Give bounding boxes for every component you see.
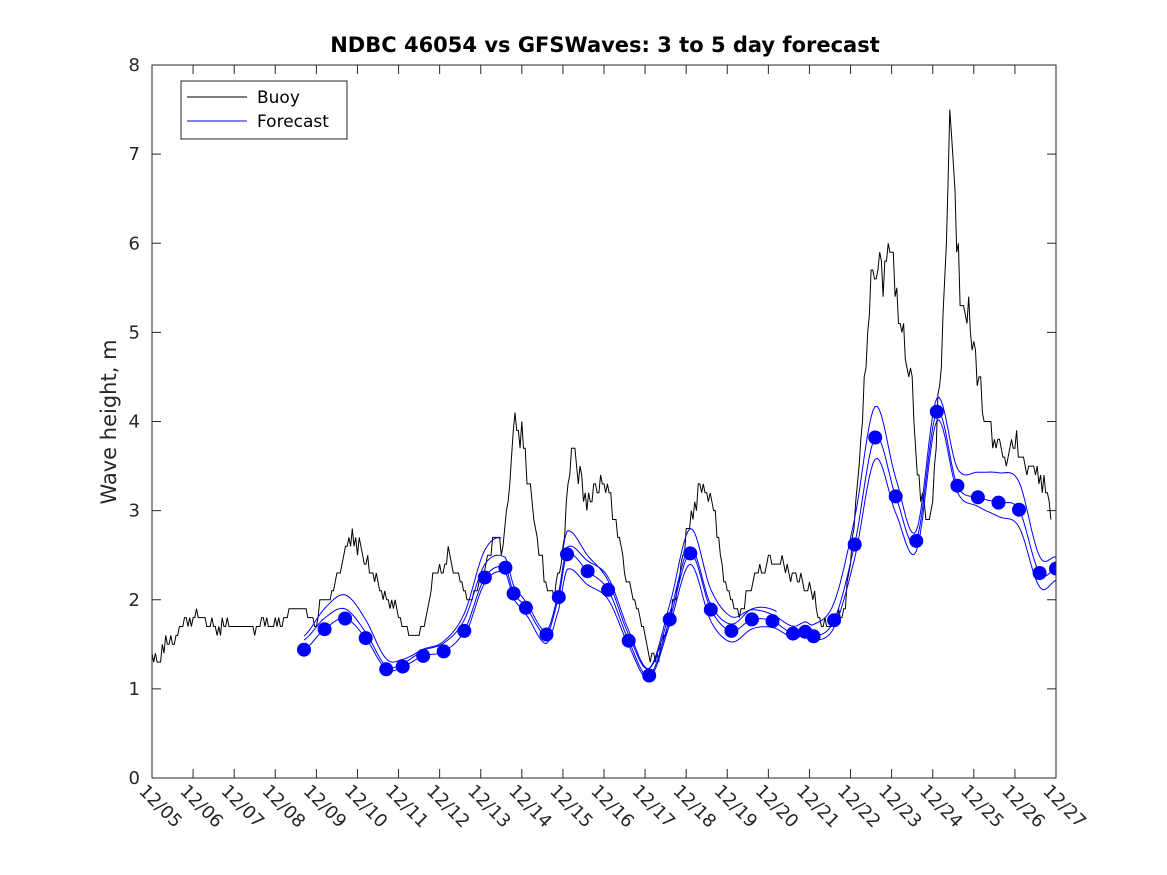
x-tick-label: 12/12 [422,781,474,833]
forecast-point [950,478,965,493]
x-tick-label: 12/23 [874,781,926,833]
y-tick-label: 7 [129,144,140,165]
forecast-point [847,537,862,552]
x-tick-label: 12/11 [381,781,433,833]
forecast-point [580,564,595,579]
forecast-point [498,560,513,575]
forecast-point [724,623,739,638]
y-tick-label: 3 [129,501,140,522]
chart-title: NDBC 46054 vs GFSWaves: 3 to 5 day forec… [330,33,880,57]
x-tick-label: 12/06 [176,781,228,833]
forecast-point [662,612,677,627]
forecast-point [416,648,431,663]
legend-box [180,80,348,140]
x-tick-label: 12/27 [1038,781,1090,833]
forecast-point [338,611,353,626]
x-tick-label: 12/10 [340,781,392,833]
forecast-point [888,489,903,504]
x-tick-label: 12/13 [463,781,515,833]
x-tick-label: 12/18 [669,781,721,833]
forecast-point [765,614,780,629]
legend: Buoy Forecast [180,80,348,140]
forecast-point [317,622,332,637]
y-tick-label: 2 [129,590,140,611]
forecast-point [506,586,521,601]
x-tick-label: 12/08 [258,781,310,833]
forecast-point [970,490,985,505]
forecast-point [744,612,759,627]
x-tick-label: 12/16 [586,781,638,833]
forecast-point [379,662,394,677]
x-tick-label: 12/05 [134,781,186,833]
forecast-point [436,644,451,659]
plot-area [152,65,1056,778]
y-tick-label: 6 [129,233,140,254]
x-tick-label: 12/14 [504,781,556,833]
x-tick-label: 12/07 [217,781,269,833]
forecast-point [601,582,616,597]
y-tick-label: 0 [129,768,140,789]
x-tick-label: 12/25 [956,781,1008,833]
forecast-point [297,642,311,657]
forecast-point [806,629,821,644]
y-tick-label: 8 [129,55,140,76]
forecast-point [560,547,574,562]
x-tick-label: 12/24 [915,781,967,833]
forecast-point [395,659,410,674]
forecast-point [477,570,492,585]
x-tick-label: 12/20 [751,781,803,833]
x-tick-label: 12/22 [833,781,885,833]
y-tick-label: 4 [129,412,140,433]
forecast-point [991,495,1006,510]
forecast-point [1032,566,1047,580]
forecast-point [703,602,718,617]
forecast-point [1012,502,1026,517]
forecast-point [518,600,533,615]
forecast-point [621,633,636,648]
forecast-point [457,623,472,638]
y-axis-label: Wave height, m [97,339,121,504]
plot-frame [151,64,1057,779]
legend-label-forecast: Forecast [257,112,329,132]
forecast-point [358,631,373,646]
forecast-point [683,546,698,561]
plot-content [152,109,1056,683]
forecast-point [868,430,883,445]
legend-label-buoy: Buoy [257,88,300,108]
forecast-point [551,590,566,605]
y-tick-label: 1 [129,679,140,700]
forecast-point [539,627,554,642]
x-tick-label: 12/15 [545,781,597,833]
forecast-point [827,613,842,628]
x-tick-label: 12/17 [628,781,680,833]
forecast-point [1049,561,1056,576]
x-tick-label: 12/09 [299,781,351,833]
forecast-ensemble-line [303,537,502,663]
forecast-point [909,533,924,548]
x-tick-label: 12/26 [997,781,1049,833]
x-tick-label: 12/21 [792,781,844,833]
x-tick-label: 12/19 [710,781,762,833]
forecast-point [786,626,800,641]
forecast-point [642,668,657,683]
forecast-point [929,404,944,419]
y-tick-label: 5 [129,322,140,343]
buoy-series-line [152,109,1052,663]
forecast-ensemble-line [562,396,1056,670]
forecast-ensemble-line [303,545,777,670]
